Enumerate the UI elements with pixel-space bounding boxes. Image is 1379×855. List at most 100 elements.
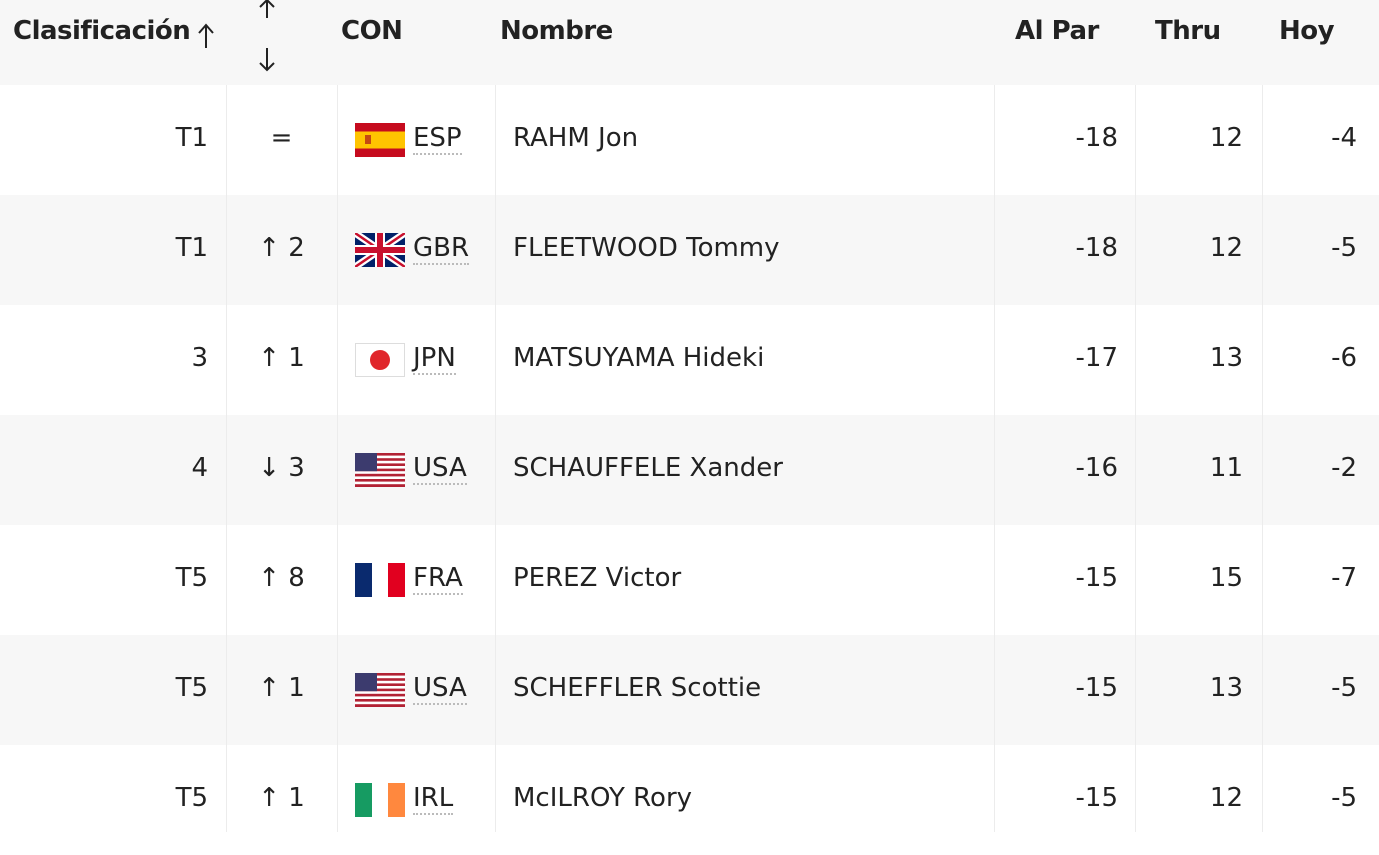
cell: JPN [413,342,456,375]
column-header[interactable]: Al Par [1015,16,1099,46]
divider [337,85,338,832]
cell-text: 15 [1209,563,1243,593]
table-row: T5 ↑ 1 IRL McILROY Rory -15 12 -5 [0,745,1379,855]
cell-text: -5 [1331,233,1357,263]
cell: ↑ 1 [226,672,337,704]
cell-text: -15 [1075,673,1118,703]
cell-text: T5 [175,673,208,703]
cell: USA [413,452,467,485]
cell: GBR [413,232,470,265]
column-header[interactable]: Hoy [1279,16,1335,46]
cell-text: 12 [1209,123,1243,153]
cell-text: 12 [1209,233,1243,263]
cell-text: GBR [413,233,470,265]
cell: SCHAUFFELE Xander [513,452,783,484]
cell: T5 [176,672,208,704]
cell-text: ↑ 2 [258,233,305,263]
cell: T5 [176,782,208,814]
cell: 3 [191,342,208,374]
cell-text: T5 [175,783,208,813]
flag [355,343,405,377]
cell: -15 [1076,672,1118,704]
cell-text: -16 [1075,453,1118,483]
flag [355,123,405,157]
cell: ↑ 1 [226,782,337,814]
cell-text: T1 [175,123,208,153]
cell: -2 [1331,452,1357,484]
cell-text: MATSUYAMA Hideki [513,343,765,373]
cell-text: ESP [413,123,462,155]
cell: -15 [1076,782,1118,814]
cell-text: 13 [1209,343,1243,373]
cell-text: 4 [191,453,208,483]
cell-text: PEREZ Victor [513,563,682,593]
cell: = [226,122,337,154]
cell-text: IRL [413,783,454,815]
cell: -5 [1331,232,1357,264]
divider [1135,85,1136,832]
cell-text: -4 [1331,123,1357,153]
cell-text: 3 [191,343,208,373]
flag [355,233,405,267]
table-row: 3 ↑ 1 JPN MATSUYAMA Hideki -17 13 -6 [0,305,1379,415]
flag [355,783,405,817]
cell: ↑ 8 [226,562,337,594]
cell-text: ↓ 3 [258,453,305,483]
divider [226,85,227,832]
page: {"header": {"columns": ["Clasificación",… [0,0,1379,832]
flag [355,563,405,597]
flag [355,453,405,487]
cell-text: RAHM Jon [513,123,639,153]
header: Clasificación CON Nombre Al Par Thru Hoy [0,0,1379,85]
cell-text: USA [413,673,467,705]
cell: -4 [1331,122,1357,154]
column-header[interactable]: CON [341,16,403,46]
cell: 12 [1210,122,1243,154]
cell-text: JPN [413,343,456,375]
flag [355,673,405,707]
cell: -6 [1331,342,1357,374]
cell-text: -15 [1075,563,1118,593]
cell: 4 [191,452,208,484]
cell: 12 [1210,782,1243,814]
column-header[interactable]: Nombre [500,16,613,46]
table-row: T1 ↑ 2 GBR FLEETWOOD Tommy -18 12 -5 [0,195,1379,305]
cell-text: FLEETWOOD Tommy [513,233,780,263]
table-row: T5 ↑ 8 FRA PEREZ Victor -15 15 -7 [0,525,1379,635]
column-header[interactable]: Thru [1155,16,1221,46]
sort-icon[interactable] [196,22,216,50]
cell-text: = [270,123,293,153]
column-header[interactable]: Clasificación [13,16,191,46]
cell-text: -5 [1331,673,1357,703]
cell: ESP [413,122,462,155]
cell-text: 11 [1209,453,1243,483]
cell: USA [413,672,467,705]
cell: 13 [1210,672,1243,704]
cell-text: USA [413,453,467,485]
cell-text: -18 [1075,123,1118,153]
cell: -17 [1076,342,1118,374]
cell: -16 [1076,452,1118,484]
cell-text: -18 [1075,233,1118,263]
divider [495,85,496,832]
cell: McILROY Rory [513,782,692,814]
sort-icon[interactable] [256,0,278,75]
cell-text: SCHEFFLER Scottie [513,673,762,703]
cell-text: -7 [1331,563,1357,593]
cell: -7 [1331,562,1357,594]
cell: -5 [1331,672,1357,704]
divider [994,85,995,832]
cell-text: ↑ 8 [258,563,305,593]
cell: ↑ 2 [226,232,337,264]
cell: T5 [176,562,208,594]
cell: T1 [176,122,208,154]
cell: SCHEFFLER Scottie [513,672,761,704]
cell-text: ↑ 1 [258,673,305,703]
cell-text: -5 [1331,783,1357,813]
cell-text: FRA [413,563,463,595]
divider [1262,85,1263,832]
cell-text: ↑ 1 [258,343,305,373]
cell-text: -2 [1331,453,1357,483]
cell: 15 [1210,562,1243,594]
cell-text: 13 [1209,673,1243,703]
